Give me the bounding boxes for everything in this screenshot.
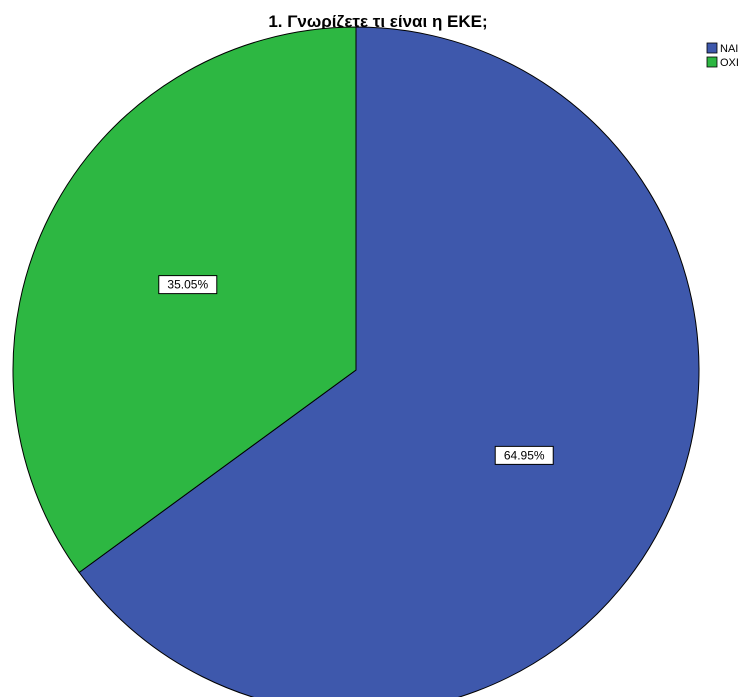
data-label-oxi: 35.05%: [158, 275, 218, 295]
pie-slices: [12, 26, 700, 697]
legend-label-oxi: ΟΧΙ: [720, 57, 739, 69]
data-label-text: 35.05%: [167, 278, 208, 292]
legend-swatch-nai: [706, 42, 718, 54]
data-label-box: [494, 445, 554, 465]
pie-data-labels: 64.95% 35.05%: [158, 275, 554, 465]
data-label-text: 64.95%: [504, 448, 545, 462]
chart-title: 1. Γνωρίζετε τι είναι η ΕΚΕ;: [268, 12, 487, 31]
legend-swatch-oxi: [706, 56, 718, 68]
legend: ΝΑΙ ΟΧΙ: [706, 42, 739, 69]
pie-slice-oxi: [12, 26, 357, 574]
legend-label-nai: ΝΑΙ: [720, 43, 738, 55]
data-label-nai: 64.95%: [494, 445, 554, 465]
data-label-box: [158, 275, 218, 295]
pie-slice-nai: [78, 26, 700, 697]
